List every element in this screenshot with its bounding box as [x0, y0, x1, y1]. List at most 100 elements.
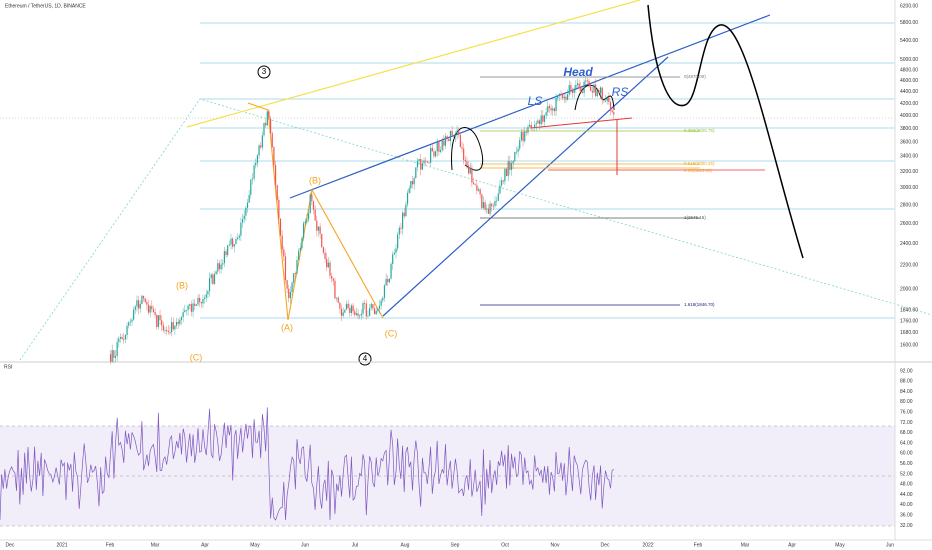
candle-body	[512, 160, 514, 164]
candle-body	[436, 141, 438, 152]
price-tick-label: 2600.00	[900, 221, 918, 227]
candle-body	[291, 282, 293, 292]
candle-body	[496, 200, 498, 202]
candle-body	[370, 304, 372, 309]
candle-body	[362, 303, 364, 314]
candle-body	[166, 329, 168, 331]
candle-body	[388, 278, 390, 283]
candle-body	[123, 338, 125, 340]
candle-body	[367, 315, 369, 317]
fib-lines	[480, 76, 765, 306]
candle-body	[471, 167, 473, 183]
candle-body	[144, 298, 146, 302]
candle-body	[349, 308, 351, 314]
candle-body	[213, 274, 216, 284]
candle-body	[124, 335, 126, 340]
candles	[109, 75, 615, 365]
candle-body	[515, 151, 518, 153]
horizontal-levels	[200, 22, 895, 319]
candle-body	[118, 338, 120, 343]
candle-body	[281, 235, 283, 250]
price-tick-label: 2200.00	[900, 263, 918, 269]
candle-body	[416, 160, 419, 168]
candle-body	[428, 162, 430, 164]
price-tick-label: 1760.00	[900, 318, 918, 324]
price-tick-label: 4400.00	[900, 89, 918, 95]
candle-body	[220, 264, 222, 270]
time-tick-label: Oct	[501, 542, 509, 548]
candle-body	[373, 308, 376, 315]
candle-body	[575, 85, 577, 89]
candle-body	[279, 218, 282, 236]
candle-body	[187, 305, 189, 311]
candle-body	[608, 97, 610, 103]
candle-body	[327, 262, 329, 268]
candle-body	[458, 130, 460, 135]
candle-body	[499, 185, 501, 194]
a-leg	[247, 102, 289, 321]
candle-body	[307, 213, 310, 220]
candle-body	[184, 310, 186, 313]
candle-body	[337, 297, 339, 303]
time-tick-label: Dec	[6, 542, 15, 548]
price-tick-label: 4600.00	[900, 78, 918, 84]
candle-body	[547, 106, 549, 113]
abc-wave	[287, 188, 384, 321]
dotted-channel	[19, 98, 932, 361]
candle-body	[580, 87, 582, 92]
candle-body	[212, 274, 214, 284]
candle-body	[385, 279, 387, 286]
price-tick-label: 6200.00	[900, 3, 918, 9]
candle-body	[378, 305, 381, 309]
candle-body	[270, 118, 272, 134]
price-tick-label: 4800.00	[900, 67, 918, 73]
pattern-label: Head	[563, 65, 593, 79]
candle-body	[133, 309, 135, 320]
candle-body	[468, 165, 470, 174]
candle-body	[217, 263, 219, 272]
candle-body	[415, 167, 417, 179]
candle-body	[141, 295, 143, 304]
candle-body	[578, 83, 580, 88]
candle-body	[486, 208, 488, 210]
candle-body	[593, 84, 595, 93]
fib-label: 0.65(3225.60)	[684, 168, 713, 173]
candle-body	[557, 95, 559, 98]
time-tick-label: 2021	[56, 542, 67, 548]
time-tick-label: Aug	[401, 542, 410, 548]
candle-body	[223, 251, 225, 264]
candle-body	[179, 319, 181, 324]
candle-body	[463, 148, 465, 160]
pattern-label: LS	[528, 94, 543, 108]
candle-body	[560, 93, 562, 95]
rsi-tick-label: 80.00	[900, 399, 913, 405]
candle-body	[235, 239, 237, 245]
candle-body	[484, 202, 486, 210]
candle-body	[537, 120, 539, 124]
candle-body	[464, 159, 466, 162]
candle-body	[517, 148, 519, 152]
candle-body	[507, 161, 509, 177]
time-tick-label: Jul	[352, 542, 358, 548]
head-curve	[574, 84, 615, 111]
candle-body	[268, 111, 270, 119]
price-tick-label: 5000.00	[900, 57, 918, 63]
candle-body	[482, 202, 485, 209]
candle-body	[116, 342, 118, 356]
rsi-tick-label: 84.00	[900, 389, 913, 395]
fib-label: 0.618(3300.25)	[684, 161, 715, 166]
candle-body	[509, 161, 511, 170]
price-tick-label: 5400.00	[900, 38, 918, 44]
candle-body	[474, 184, 476, 186]
candle-body	[317, 226, 320, 231]
candle-body	[573, 88, 575, 93]
candle-body	[162, 325, 164, 331]
candle-body	[255, 163, 257, 166]
rsi-tick-label: 72.00	[900, 420, 913, 426]
candle-body	[400, 227, 402, 229]
candle-body	[342, 312, 344, 316]
candle-body	[461, 147, 463, 149]
candle-body	[591, 91, 593, 93]
candle-body	[481, 194, 483, 209]
wedge-upper	[289, 14, 771, 199]
